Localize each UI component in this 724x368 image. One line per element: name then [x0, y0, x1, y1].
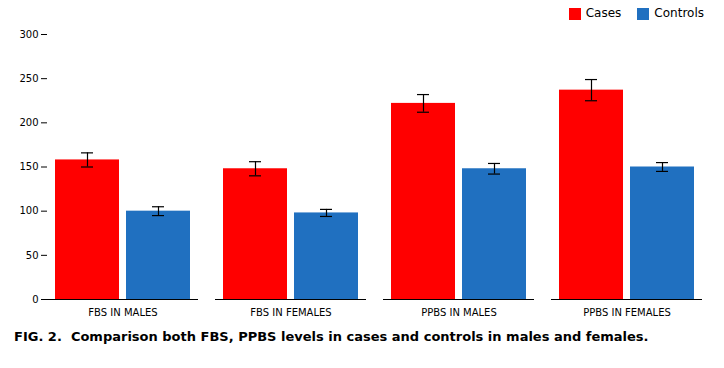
svg-text:100: 100 [19, 205, 38, 216]
svg-text:0: 0 [32, 294, 38, 305]
html-text:FIG. 2. Comparison both FBS, P: FIG. 2. Comparison both FBS, PPBS levels… [14, 329, 649, 344]
html-text:Cases: Cases [585, 6, 622, 20]
svg-text:PPBS IN MALES: PPBS IN MALES [421, 307, 497, 318]
svg-text:200: 200 [19, 117, 38, 128]
svg-text:150: 150 [19, 161, 38, 172]
svg-text:PPBS IN FEMALES: PPBS IN FEMALES [583, 307, 671, 318]
svg-text:FBS IN FEMALES: FBS IN FEMALES [250, 307, 331, 318]
html-text:Controls: Controls [654, 6, 704, 20]
svg-text:250: 250 [19, 73, 38, 84]
svg-text:FBS IN MALES: FBS IN MALES [88, 307, 157, 318]
svg-text:300: 300 [19, 29, 38, 40]
svg-text:50: 50 [26, 250, 39, 261]
